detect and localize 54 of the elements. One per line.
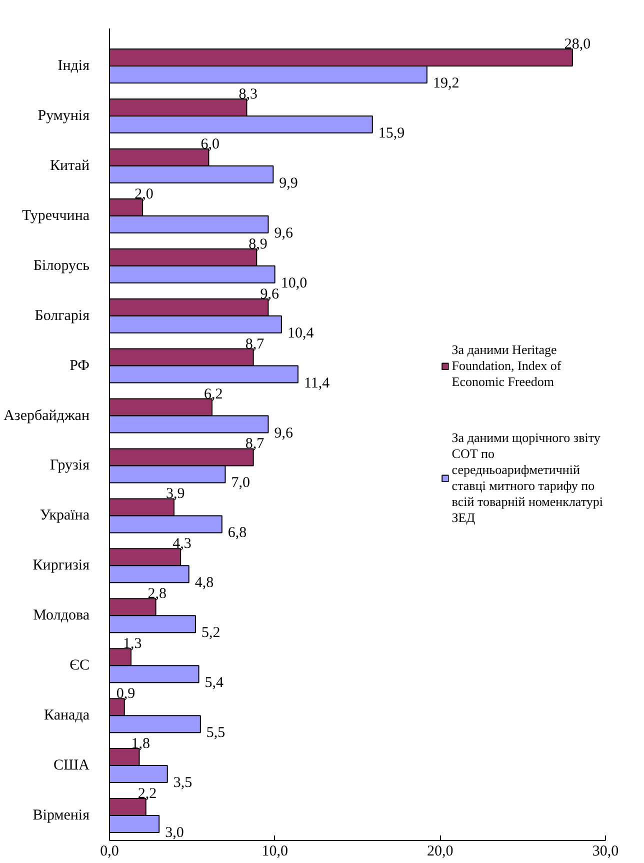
data-label: 2,0 [134, 186, 154, 202]
data-label: 9,6 [260, 286, 280, 302]
y-tick-label: Румунія [38, 108, 90, 124]
y-tick-label: Болгарія [34, 308, 90, 324]
data-label: 5,5 [206, 725, 226, 742]
data-label: 4,8 [194, 575, 214, 592]
data-label: 5,4 [204, 675, 224, 692]
data-label: 1,8 [131, 736, 150, 752]
x-tick-label: 0,0 [100, 844, 119, 860]
data-label: 6,2 [204, 386, 223, 402]
data-label: 9,9 [279, 175, 298, 192]
y-tick-label: Вірменія [32, 808, 90, 824]
y-tick-label: ЄС [70, 658, 90, 674]
y-tick-label: РФ [70, 358, 90, 374]
data-label: 2,8 [148, 586, 167, 602]
legend-label: За даними щорічного звіту СОТ по середньоарифметичній ставці митного тарифу по всій товарній номенклатурі ЗЕД [452, 430, 603, 526]
data-label: 3,5 [173, 775, 192, 792]
x-tick-label: 20,0 [427, 844, 454, 860]
data-label: 8,7 [245, 436, 265, 452]
data-label: 9,6 [274, 425, 294, 442]
y-tick-label: США [54, 758, 90, 774]
y-tick-label: Киргизія [32, 558, 90, 574]
data-label: 8,3 [238, 86, 258, 102]
y-tick-label: Азербайджан [4, 408, 90, 424]
data-label: 6,0 [200, 136, 220, 152]
data-label: 6,8 [228, 525, 247, 542]
data-label: 19,2 [432, 75, 460, 92]
y-tick-label: Китай [50, 158, 90, 174]
data-label: 10,0 [280, 275, 308, 292]
data-label: 8,9 [248, 236, 268, 252]
data-label: 9,6 [274, 225, 294, 242]
y-tick-label: Туреччина [22, 208, 90, 224]
data-label: 4,3 [172, 536, 192, 552]
y-tick-label: Молдова [33, 608, 90, 624]
data-label: 8,7 [245, 336, 265, 352]
data-label: 28,0 [564, 36, 591, 52]
data-label: 10,4 [287, 325, 314, 342]
data-label: 7,0 [231, 475, 250, 492]
x-tick-label: 30,0 [592, 844, 619, 860]
y-tick-label: Білорусь [33, 258, 90, 274]
data-label: 3,0 [165, 825, 184, 842]
legend-label: За даними Heritage Foundation, Index of Economic Freedom [452, 342, 562, 390]
y-tick-label: Канада [44, 708, 90, 724]
data-label: 15,9 [378, 125, 405, 142]
data-label: 0,9 [116, 686, 136, 702]
data-label: 1,3 [122, 636, 142, 652]
data-label: 2,2 [138, 786, 157, 802]
data-label: 5,2 [201, 625, 220, 642]
data-label: 11,4 [304, 375, 330, 392]
x-tick-label: 10,0 [262, 844, 288, 860]
data-label: 3,9 [166, 486, 185, 502]
y-tick-label: Індія [58, 58, 90, 74]
y-tick-label: Україна [40, 508, 90, 524]
y-tick-label: Грузія [50, 458, 90, 474]
